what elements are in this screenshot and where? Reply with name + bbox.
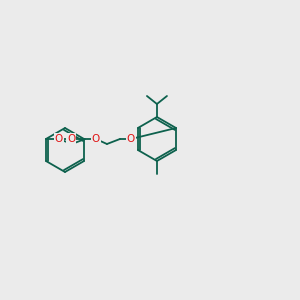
Text: O: O [67, 134, 75, 144]
Text: O: O [127, 134, 135, 144]
Text: O: O [55, 134, 63, 144]
Text: O: O [92, 134, 100, 144]
